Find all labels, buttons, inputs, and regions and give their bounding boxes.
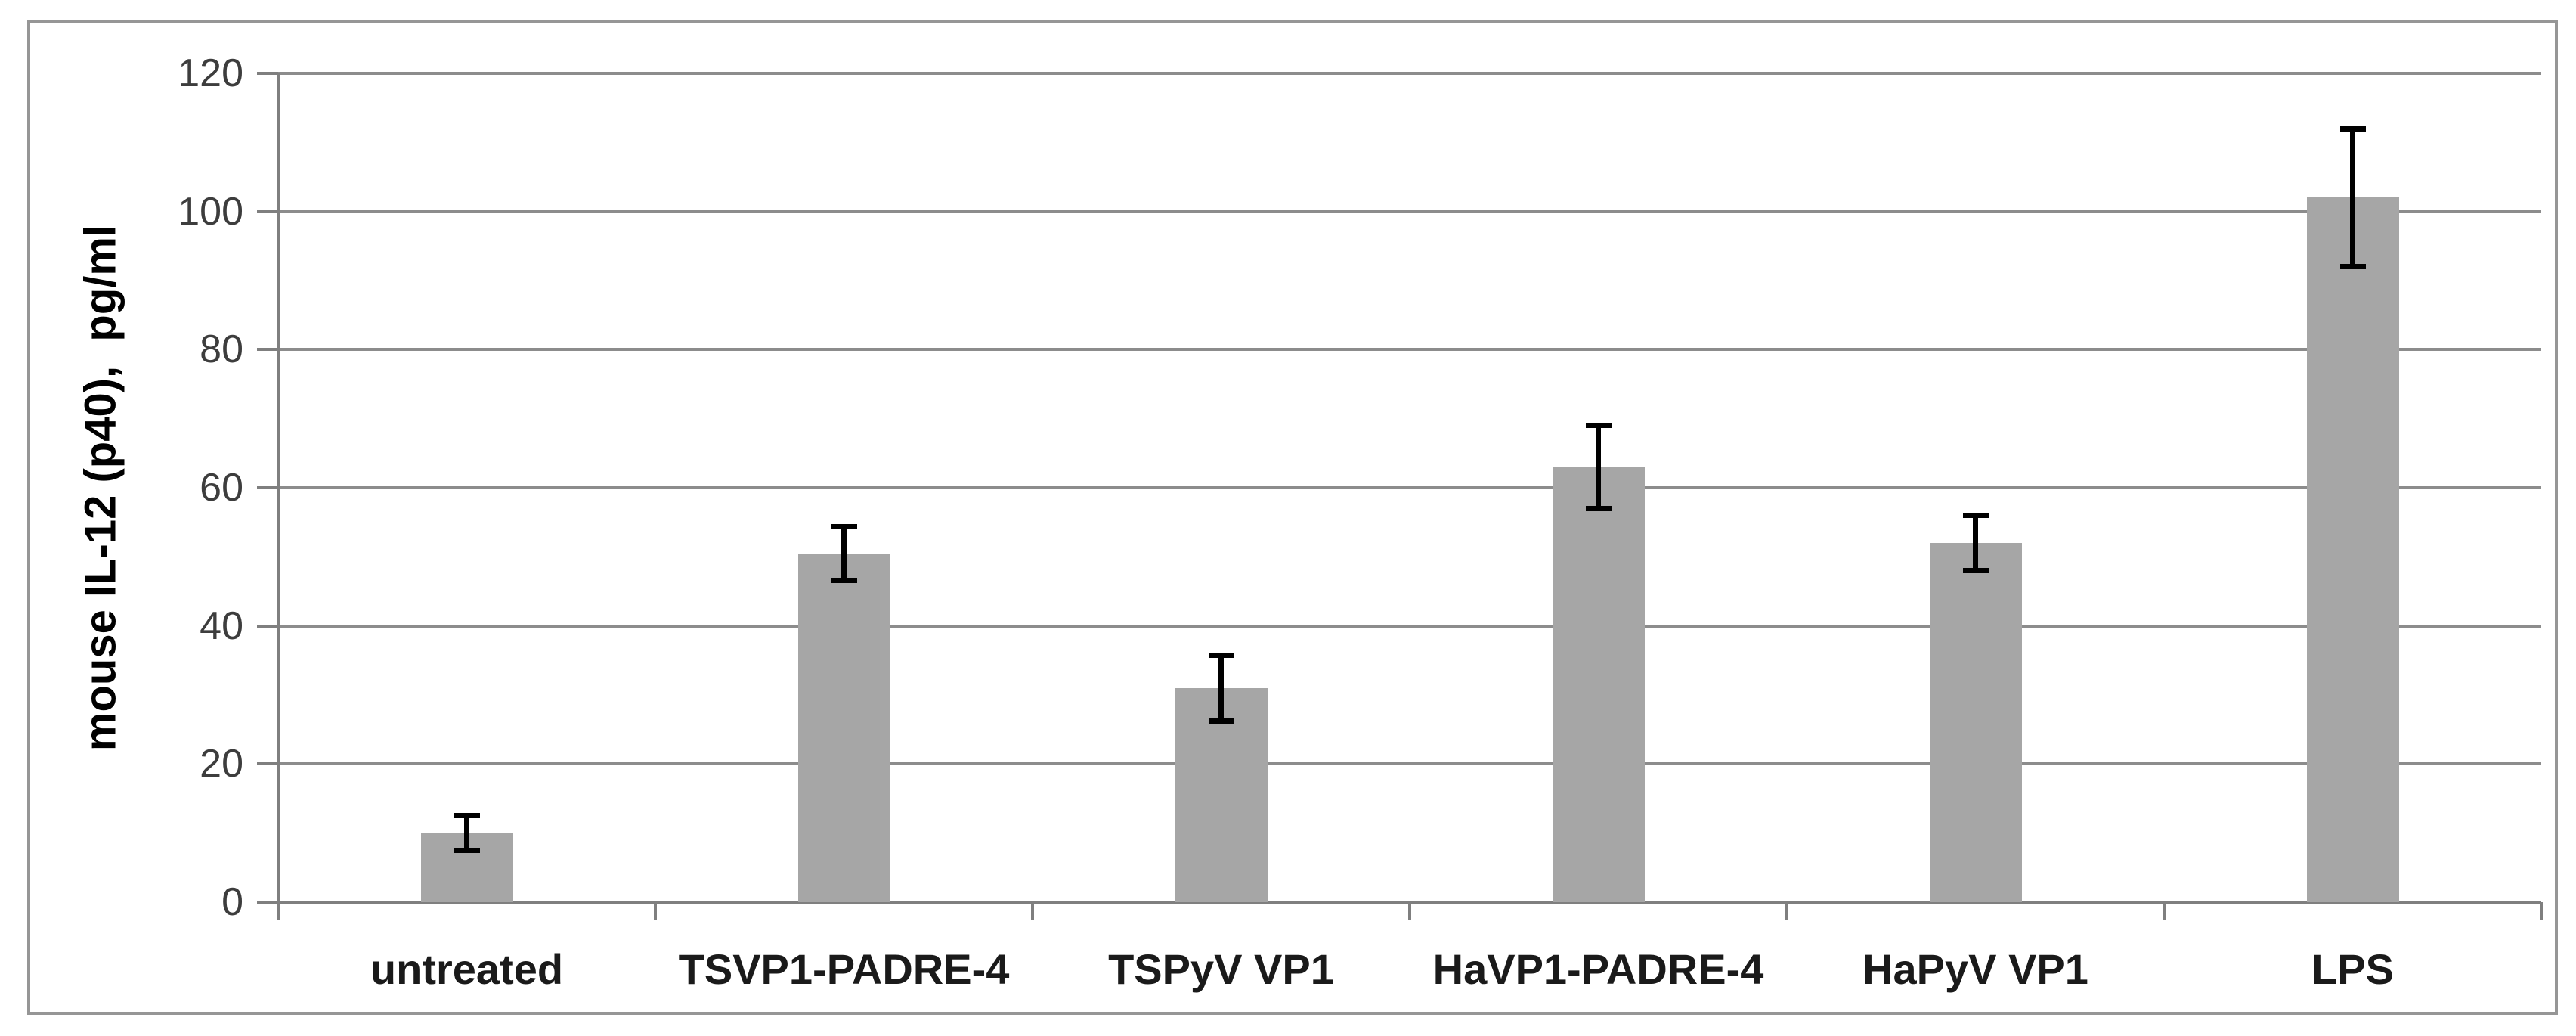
error-bar-cap-top (1208, 652, 1234, 658)
x-category-label-2: TSVP1-PADRE-4 (678, 945, 1010, 993)
error-bar-stem (2350, 129, 2355, 267)
error-bar-stem (1596, 425, 1601, 509)
error-bar-stem (1218, 655, 1224, 721)
y-axis-tick-0 (257, 901, 278, 904)
error-bar-cap-top (1962, 513, 1989, 519)
error-bar-cap-bottom (1208, 718, 1234, 724)
y-axis-title: mouse IL-12 (p40), pg/ml (76, 224, 125, 752)
y-axis-tick-80 (257, 348, 278, 352)
x-category-label-4: HaVP1-PADRE-4 (1432, 945, 1764, 993)
y-tick-label-20: 20 (200, 742, 243, 786)
y-tick-label-60: 60 (200, 466, 243, 510)
y-axis-tick-40 (257, 624, 278, 628)
error-bar-cap-bottom (1962, 568, 1989, 574)
gridline-100 (278, 209, 2541, 213)
error-bar-cap-bottom (2339, 264, 2366, 270)
x-axis-tick-5 (2163, 902, 2166, 920)
bar-hapyv-vp1 (1929, 543, 2022, 902)
plot-area (257, 72, 2543, 920)
error-bar-cap-top (1585, 423, 1612, 429)
x-axis-tick-0 (277, 902, 280, 920)
y-axis-line (277, 73, 280, 902)
gridline-60 (278, 486, 2541, 489)
error-bar-cap-top (454, 813, 480, 819)
x-category-label-6: LPS (2311, 945, 2394, 993)
error-bar-cap-bottom (454, 848, 480, 853)
y-tick-label-80: 80 (200, 327, 243, 372)
y-axis-tick-120 (257, 72, 278, 75)
y-tick-label-0: 0 (221, 880, 243, 924)
error-bar-stem (841, 526, 847, 581)
y-tick-label-120: 120 (178, 51, 243, 95)
gridline-40 (278, 624, 2541, 628)
bar-havp1-padre-4 (1552, 467, 1645, 902)
y-axis-tick-20 (257, 762, 278, 766)
x-category-label-3: TSPyV VP1 (1108, 945, 1334, 993)
gridline-120 (278, 72, 2541, 75)
y-tick-label-100: 100 (178, 189, 243, 234)
error-bar-cap-bottom (831, 577, 857, 583)
bar-lps (2306, 197, 2399, 902)
y-axis-tick-60 (257, 486, 278, 489)
x-category-label-1: untreated (370, 945, 564, 993)
error-bar-cap-top (831, 523, 857, 529)
x-axis-tick-2 (1031, 902, 1034, 920)
error-bar-stem (464, 815, 469, 851)
gridline-20 (278, 762, 2541, 766)
x-axis-tick-4 (1785, 902, 1788, 920)
y-tick-label-40: 40 (200, 603, 243, 648)
gridline-80 (278, 348, 2541, 352)
x-axis-tick-6 (2540, 902, 2543, 920)
y-axis-tick-100 (257, 209, 278, 213)
x-axis-tick-3 (1408, 902, 1411, 920)
error-bar-stem (1973, 515, 1978, 571)
x-axis-tick-1 (654, 902, 657, 920)
x-category-label-5: HaPyV VP1 (1862, 945, 2088, 993)
error-bar-cap-top (2339, 126, 2366, 132)
bar-tsvp1-padre-4 (797, 553, 890, 902)
error-bar-cap-bottom (1585, 505, 1612, 511)
